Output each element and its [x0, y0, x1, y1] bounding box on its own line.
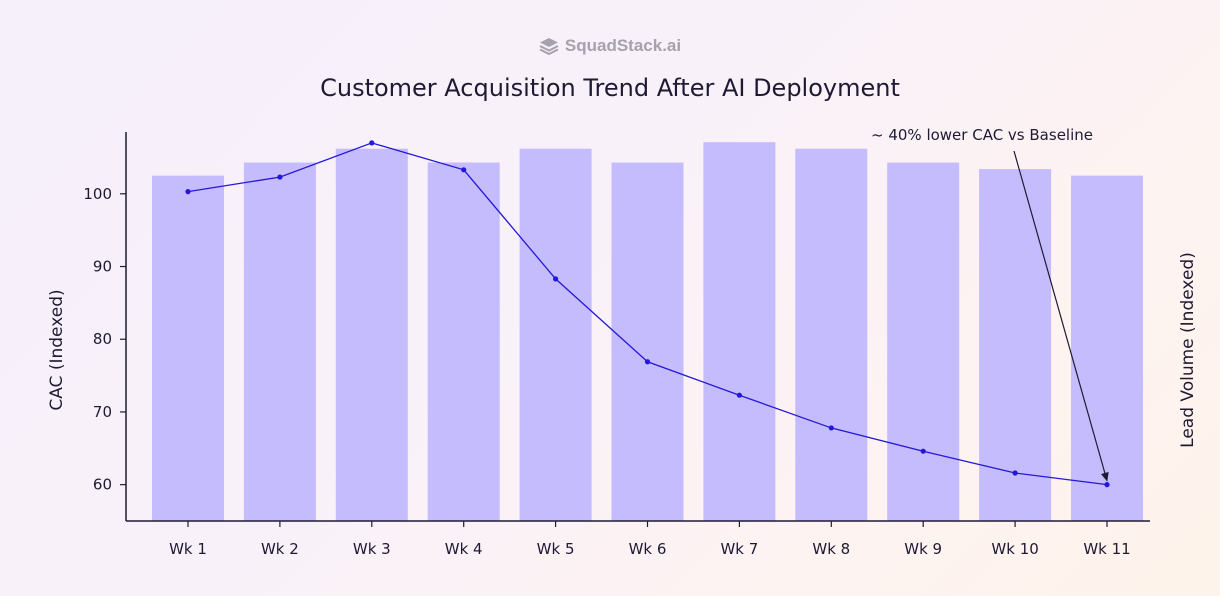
cac-point-4 [461, 167, 467, 173]
line-series [185, 140, 1110, 488]
bar-10 [979, 169, 1052, 521]
x-tick-label: Wk 2 [261, 540, 299, 558]
x-tick-label: Wk 1 [169, 540, 207, 558]
bar-8 [795, 148, 868, 521]
y-ticks: 60 70 80 90 100 [83, 185, 126, 494]
y-axis-label: CAC (Indexed) [47, 289, 67, 410]
x-tick-label: Wk 4 [445, 540, 483, 558]
brand-name: SquadStack.ai [564, 36, 682, 55]
x-ticks: Wk 1 Wk 2 Wk 3 Wk 4 Wk 5 Wk 6 Wk 7 Wk 8 Wk 9 Wk 1… [169, 521, 1131, 558]
bar-9 [887, 162, 960, 521]
chart-title: Customer Acquisition Trend After AI Depl… [320, 74, 900, 102]
bar-11 [1071, 175, 1143, 522]
cac-point-6 [644, 359, 651, 365]
x-tick-label: Wk 8 [812, 540, 850, 558]
cac-point-8 [828, 425, 834, 431]
layers-icon [539, 38, 559, 55]
y-tick-label: 90 [93, 258, 112, 276]
x-tick-label: Wk 3 [353, 540, 391, 558]
cac-point-11 [1104, 482, 1110, 488]
annotation-arrow [1013, 150, 1109, 482]
cac-point-7 [736, 392, 743, 398]
y2-axis-label: Lead Volume (Indexed) [1178, 252, 1198, 448]
bar-1 [152, 175, 224, 522]
y-tick-label: 60 [93, 476, 112, 494]
x-tick-label: Wk 5 [537, 540, 575, 558]
cac-point-2 [277, 174, 283, 180]
bar-7 [703, 142, 776, 521]
x-tick-label: Wk 11 [1083, 540, 1130, 558]
x-tick-label: Wk 10 [991, 540, 1038, 558]
y-tick-label: 80 [93, 330, 112, 348]
annotation-text: ~ 40% lower CAC vs Baseline [871, 126, 1093, 144]
cac-point-3 [369, 140, 375, 146]
cac-point-1 [185, 189, 191, 195]
x-tick-label: Wk 6 [629, 540, 667, 558]
bar-series [152, 142, 1143, 522]
y-tick-label: 100 [83, 185, 112, 203]
bar-3 [335, 148, 408, 521]
y-tick-label: 70 [93, 403, 112, 421]
cac-point-10 [1012, 470, 1018, 476]
bar-2 [243, 162, 316, 521]
cac-point-9 [920, 448, 926, 454]
brand-logo: SquadStack.ai [0, 36, 1220, 56]
x-tick-label: Wk 7 [720, 540, 758, 558]
cac-point-5 [553, 276, 559, 282]
bar-5 [519, 148, 592, 521]
bar-4 [427, 162, 500, 521]
bar-6 [611, 162, 684, 521]
x-tick-label: Wk 9 [904, 540, 942, 558]
